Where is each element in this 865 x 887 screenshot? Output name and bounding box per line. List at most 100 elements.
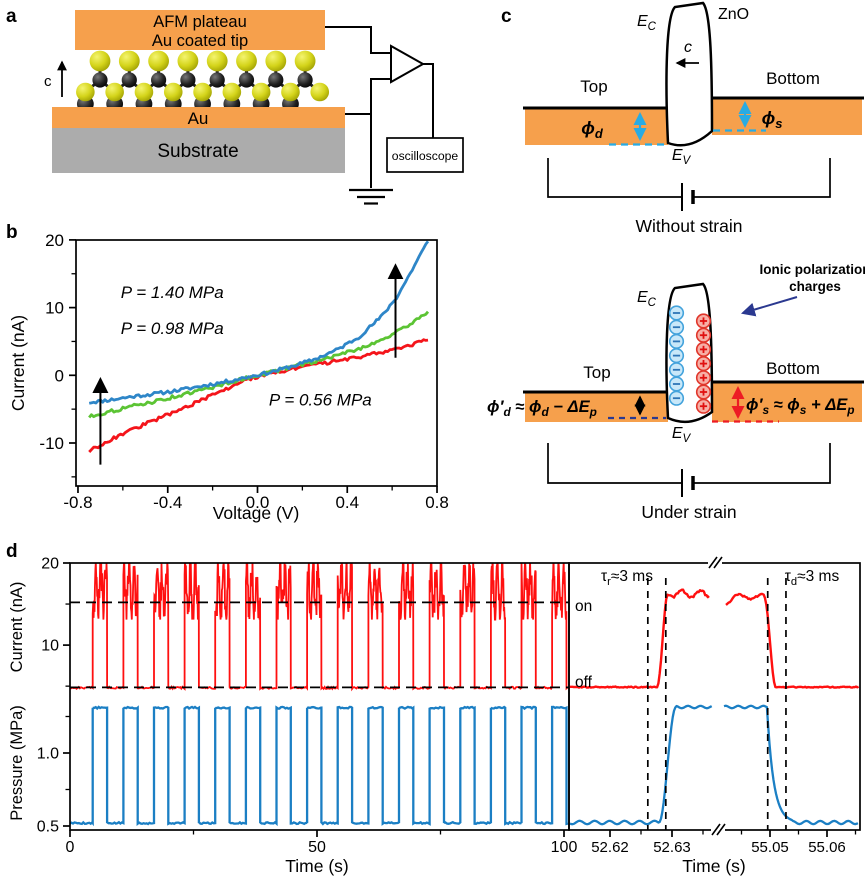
atom-yellow: [89, 50, 111, 72]
phi-d-label: ϕd: [581, 118, 604, 141]
molecule-layer-icon: [76, 50, 330, 113]
atom-black: [297, 72, 313, 88]
series-label: P = 0.98 MPa: [121, 319, 224, 338]
axis-break-top-icon: [708, 556, 723, 569]
atom-black: [121, 72, 137, 88]
atom-black: [180, 72, 196, 88]
x-tick-label: 55.06: [808, 839, 846, 856]
panel-d-label: d: [6, 541, 18, 562]
x-tick-label: 0.8: [425, 493, 449, 512]
panel-b: b -0.8 -0.4 0.0 0.4 0.8 -10 0 10 20 P = 1.40 MPa…: [6, 222, 449, 523]
atom-black: [92, 72, 108, 88]
y-tick-label: -10: [39, 434, 64, 453]
ground-icon: [349, 188, 393, 205]
zno-label: ZnO: [718, 6, 749, 23]
x-tick-label: 52.63: [653, 839, 691, 856]
time-axis-title-left: Time (s): [285, 856, 349, 876]
atom-yellow: [118, 50, 140, 72]
current-axis-title: Current (nA): [8, 582, 26, 673]
iv-curves: [88, 240, 430, 453]
oscilloscope-box: [386, 137, 464, 173]
atom-yellow: [193, 82, 212, 102]
iv-y-axis-title: Current (nA): [8, 315, 28, 411]
ionic-label-line2: charges: [789, 279, 841, 294]
atom-black: [209, 72, 225, 88]
y-tick-label: 20: [45, 231, 64, 250]
on-state-label: on: [575, 598, 592, 615]
c-axis-arrow-icon: c: [44, 60, 67, 97]
y-tick-label: 0: [55, 366, 64, 385]
series-label: P = 1.40 MPa: [121, 283, 224, 302]
ec-label: EC: [637, 13, 657, 33]
pressure-pulse-trace: [70, 705, 569, 827]
amplifier-icon: [390, 44, 426, 84]
atom-yellow: [294, 50, 316, 72]
iv-axes: -0.8 -0.4 0.0 0.4 0.8 -10 0 10 20: [39, 231, 448, 512]
bias-circuit-icon: [547, 158, 831, 211]
decay-time-label: τd≈3 ms: [785, 568, 840, 588]
polarization-charges-icon: [668, 305, 712, 414]
atom-black: [268, 72, 284, 88]
panel-c-label: c: [501, 6, 512, 27]
atom-yellow: [281, 82, 300, 102]
axis-break-bottom-icon: [711, 823, 726, 836]
iv-curve: [88, 240, 430, 405]
x-tick-label: 0.4: [335, 493, 359, 512]
c-axis-label: c: [44, 73, 52, 90]
oscilloscope-label: oscilloscope: [392, 149, 459, 163]
zno-barrier: [665, 1, 714, 147]
panel-b-label: b: [6, 222, 18, 243]
time-axis-title-right: Time (s): [682, 856, 746, 876]
panel-d-axes: 0 50 100 20 10 1.0 0.5 52.62 52.63 55.05 55.06 τr≈3…: [37, 556, 857, 856]
iv-plot-box: [75, 239, 438, 487]
y-tick-label: 20: [41, 556, 59, 573]
under-strain-caption: Under strain: [641, 502, 736, 522]
current-pulse-trace: [70, 563, 569, 692]
x-tick-label: -0.8: [63, 493, 92, 512]
ev-label: EV: [672, 425, 692, 445]
y-tick-label: 0.5: [37, 819, 59, 836]
panel-a: a AFM plateau Au coated tip c Au Substra…: [6, 6, 464, 205]
atom-black: [238, 72, 255, 88]
panel-c-top: c EC ZnO c Top Bottom ϕd ϕs EV Without s…: [501, 1, 864, 236]
phi-s-formula: ϕ′s ≈ ϕs + ΔEp: [746, 396, 855, 417]
top-label: Top: [583, 363, 610, 382]
rise-time-label: τr≈3 ms: [601, 568, 653, 588]
y-tick-label: 1.0: [37, 746, 59, 763]
phi-s-label: ϕs: [762, 108, 783, 131]
without-strain-caption: Without strain: [636, 216, 743, 236]
off-state-label: off: [575, 674, 593, 691]
pressure-zoom-trace: [569, 704, 713, 826]
substrate-label: Substrate: [157, 141, 238, 162]
series-label: P = 0.56 MPa: [269, 391, 372, 410]
panel-c-bottom: EC Ionic polarization charges Top Bottom…: [487, 262, 865, 522]
atom-yellow: [76, 82, 95, 102]
x-tick-label: 0.0: [246, 493, 270, 512]
bottom-electrode-band: [712, 98, 862, 135]
ionic-label-arrow-icon: [740, 296, 798, 317]
iv-x-axis-title: Voltage (V): [213, 503, 300, 523]
afm-plateau-text: AFM plateau: [153, 13, 247, 31]
au-label: Au: [188, 109, 209, 128]
pulse-zoom-plot-box: [568, 562, 861, 831]
atom-yellow: [310, 82, 330, 102]
atom-yellow: [148, 50, 170, 72]
iv-annotations: P = 1.40 MPa P = 0.98 MPa P = 0.56 MPa: [92, 263, 404, 465]
atom-yellow: [251, 82, 271, 102]
au-coated-tip-text: Au coated tip: [152, 32, 248, 50]
atom-yellow: [206, 50, 228, 72]
panel-a-label: a: [6, 6, 17, 27]
atom-yellow: [265, 50, 287, 72]
pressure-axis-title: Pressure (MPa): [8, 705, 26, 821]
atom-yellow: [163, 82, 183, 102]
y-tick-label: 10: [45, 299, 64, 318]
phi-d-formula: ϕ′d ≈ ϕd − ΔEp: [487, 398, 597, 419]
bottom-label: Bottom: [766, 359, 820, 378]
ev-label: EV: [672, 147, 692, 167]
pulse-zoom-curves: [569, 588, 860, 826]
x-tick-label: 55.05: [751, 839, 789, 856]
c-direction-label: c: [684, 39, 692, 56]
atom-black: [151, 72, 167, 88]
